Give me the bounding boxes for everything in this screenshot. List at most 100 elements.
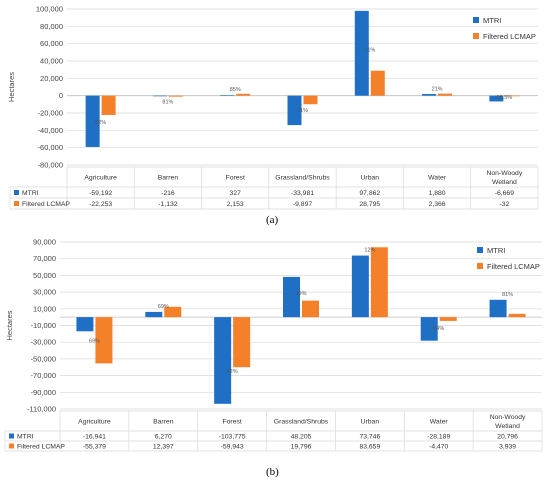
chart-1-annotation-grassland-shrubs: 59%: [295, 291, 306, 297]
chart-0-table-value-filtered-lcmap-agriculture: -22,253: [89, 201, 112, 208]
chart-0-bar-mtri-grassland-shrubs: [287, 95, 302, 126]
chart-0-bar-filtered-lcmap-barren: [168, 95, 183, 97]
chart-0-table-value-filtered-lcmap-barren: -1,132: [158, 201, 177, 208]
caption-a: (a): [266, 214, 279, 226]
chart-1-bar-filtered-lcmap-non-woody-wetland: [508, 313, 526, 318]
chart-1-category-label-forest: Forest: [223, 419, 242, 426]
chart-0-y-tick-label: 40,000: [40, 57, 63, 66]
chart-1-y-tick-label: -10,000: [31, 321, 56, 330]
chart-1-category-label-water: Water: [430, 419, 449, 426]
chart-1-bar-filtered-lcmap-grassland-shrubs: [302, 300, 319, 318]
chart-0-y-tick-label: 80,000: [40, 22, 63, 31]
chart-1-table-key-mtri: [9, 433, 14, 439]
chart-0-table-value-mtri-urban: 97,862: [359, 190, 380, 197]
chart-0-table-value-filtered-lcmap-non-woody-wetland: -32: [499, 201, 509, 208]
chart-0-y-tick-label: 100,000: [36, 5, 63, 14]
chart-1-legend-label-filtered-lcmap: Filtered LCMAP: [487, 262, 540, 271]
chart-0-table-key-filtered-lcmap: [14, 201, 19, 206]
chart-0-annotation-agriculture: 62%: [95, 120, 106, 126]
chart-0-category-label-non-woody-wetland: Non-Woody: [486, 170, 522, 177]
chart-0-bar-mtri-forest: [220, 95, 235, 96]
chart-1-y-tick-label: 70,000: [33, 254, 56, 263]
chart-1-category-label-agriculture: Agriculture: [78, 419, 111, 426]
chart-0-y-tick-label: 0: [59, 91, 63, 100]
chart-1-table-value-mtri-water: -28,189: [427, 434, 450, 441]
chart-1-table-value-filtered-lcmap-agriculture: -55,379: [83, 444, 106, 451]
chart-1-category-label-non-woody-wetland: Wetland: [495, 423, 520, 430]
chart-0-category-label-non-woody-wetland: Wetland: [492, 179, 517, 186]
chart-0-bar-mtri-non-woody-wetland: [489, 95, 504, 102]
chart-1-table-value-filtered-lcmap-barren: 12,397: [153, 444, 174, 451]
chart-1-legend-key-filtered-lcmap: [477, 263, 483, 269]
chart-0-bar-mtri-urban: [354, 10, 369, 96]
chart-0-y-tick-label: -60,000: [38, 143, 63, 152]
chart-panel-a: 100,000 80,000 60,000 40,000 20,000 0 -20,000 -…: [0, 0, 550, 228]
chart-1-table-value-mtri-urban: 73,746: [359, 434, 380, 441]
chart-1-annotation-urban: 12%: [364, 248, 375, 254]
chart-0-table-value-mtri-agriculture: -59,192: [89, 190, 112, 197]
chart-0-y-tick-label: -40,000: [38, 126, 63, 135]
chart-1-bar-mtri-urban: [351, 255, 369, 318]
chart-1-bar-filtered-lcmap-barren: [164, 306, 182, 318]
chart-1-table-value-mtri-barren: 6,270: [155, 434, 172, 441]
chart-1-table-row-label-mtri: MTRI: [17, 434, 34, 441]
chart-0-category-label-urban: Urban: [361, 175, 380, 182]
chart-1-bar-filtered-lcmap-urban: [370, 247, 388, 318]
chart-1-y-tick-label: 10,000: [33, 304, 56, 313]
chart-0-bar-filtered-lcmap-agriculture: [101, 95, 116, 115]
chart-1-annotation-non-woody-wetland: 81%: [502, 292, 513, 298]
chart-1-table-key-filtered-lcmap: [9, 443, 14, 449]
chart-1-category-label-barren: Barren: [153, 419, 174, 426]
chart-0-table-value-filtered-lcmap-forest: 2,153: [227, 201, 244, 208]
chart-b-svg: 90,000 70,000 50,000 30,000 10,000 -10,000 -30…: [4, 238, 543, 452]
chart-1-table-value-filtered-lcmap-grassland-shrubs: 19,796: [291, 444, 312, 451]
chart-1-table-value-filtered-lcmap-forest: -59,943: [221, 444, 244, 451]
chart-0-legend-key-filtered-lcmap: [473, 33, 479, 39]
chart-0-table-value-mtri-non-woody-wetland: -6,669: [495, 190, 514, 197]
chart-1-category-label-urban: Urban: [361, 419, 380, 426]
chart-0-y-tick-label: 20,000: [40, 74, 63, 83]
chart-1-y-tick-label: -70,000: [31, 371, 56, 380]
chart-1-table-row-label-filtered-lcmap: Filtered LCMAP: [17, 444, 65, 451]
chart-0-table-value-mtri-grassland-shrubs: -33,981: [291, 190, 314, 197]
chart-1-table-value-mtri-agriculture: -16,941: [83, 434, 106, 441]
chart-a-svg: 100,000 80,000 60,000 40,000 20,000 0 -20,000 -…: [7, 5, 539, 210]
chart-1-table-value-mtri-non-woody-wetland: 20,796: [497, 434, 518, 441]
chart-0-table-value-filtered-lcmap-grassland-shrubs: -9,897: [293, 201, 312, 208]
chart-1-bar-filtered-lcmap-agriculture: [95, 317, 113, 364]
chart-0-legend-key-mtri: [473, 17, 479, 23]
chart-1-bar-filtered-lcmap-forest: [233, 317, 251, 368]
chart-1-y-tick-label: 90,000: [33, 238, 56, 247]
chart-1-bar-mtri-water: [420, 317, 438, 341]
chart-1-y-tick-label: -50,000: [31, 354, 56, 363]
chart-1-bar-mtri-non-woody-wetland: [489, 299, 507, 318]
chart-0-table-key-mtri: [14, 190, 19, 195]
chart-0-category-label-water: Water: [428, 175, 447, 182]
chart-1-table-value-mtri-grassland-shrubs: 48,205: [291, 434, 312, 441]
chart-0-table-value-mtri-barren: -216: [161, 190, 175, 197]
chart-1-bar-mtri-forest: [214, 317, 232, 404]
chart-1-table-value-filtered-lcmap-non-woody-wetland: 3,939: [499, 444, 516, 451]
chart-1-category-label-grassland-shrubs: Grassland/Shrubs: [274, 419, 329, 426]
chart-1-y-tick-label: -90,000: [31, 388, 56, 397]
chart-0-table-row-label-filtered-lcmap: Filtered LCMAP: [22, 201, 70, 208]
chart-1-table-value-filtered-lcmap-urban: 83,659: [359, 444, 380, 451]
chart-1-bar-mtri-barren: [145, 311, 163, 318]
chart-0-bar-mtri-barren: [152, 95, 167, 97]
chart-0-y-tick-label: 60,000: [40, 39, 63, 48]
chart-0-bar-filtered-lcmap-grassland-shrubs: [303, 95, 318, 105]
chart-0-annotation-grassland-shrubs: 71%: [297, 108, 308, 114]
chart-0-category-label-grassland-shrubs: Grassland/Shrubs: [275, 175, 330, 182]
chart-1-annotation-agriculture: 69%: [89, 339, 100, 345]
chart-0-annotation-barren: 81%: [162, 100, 173, 106]
chart-0-y-tick-label: -80,000: [38, 161, 63, 170]
chart-0-bar-filtered-lcmap-forest: [236, 93, 251, 96]
chart-0-table-row-label-mtri: MTRI: [22, 190, 39, 197]
chart-0-table-value-mtri-forest: 327: [230, 190, 242, 197]
chart-0-annotation-water: 21%: [432, 87, 443, 93]
chart-1-y-tick-label: 50,000: [33, 271, 56, 280]
chart-0-category-label-forest: Forest: [226, 175, 245, 182]
caption-b: (b): [266, 466, 279, 478]
chart-1-table-value-filtered-lcmap-water: -4,470: [429, 444, 448, 451]
chart-0-table-value-mtri-water: 1,880: [429, 190, 446, 197]
